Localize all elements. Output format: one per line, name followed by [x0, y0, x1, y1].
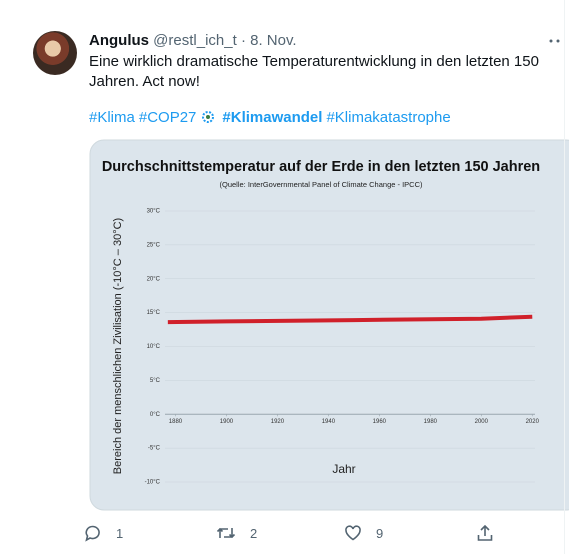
like-button[interactable]: 9 — [344, 524, 383, 542]
y-tick-label: 15°C — [147, 310, 161, 316]
y-tick-label: -5°C — [148, 446, 161, 452]
retweet-button[interactable]: 2 — [216, 524, 257, 542]
x-tick-label: 1980 — [424, 419, 438, 425]
tweet-header: Angulus @restl_ich_t · 8. Nov. — [89, 32, 297, 49]
x-axis-label: Jahr — [332, 462, 355, 476]
hashtag[interactable]: #COP27 — [138, 109, 197, 126]
share-button[interactable] — [476, 524, 494, 542]
x-tick-label: 2020 — [526, 419, 540, 425]
hashtag[interactable]: #Klimakatastrophe — [326, 109, 451, 126]
chart-subtitle: (Quelle: InterGovernmental Panel of Clim… — [219, 180, 423, 189]
author[interactable]: Angulus — [89, 32, 149, 49]
hashtags: #Klima #COP27 #Klimawandel #Klimakatastroph… — [89, 109, 455, 126]
y-tick-label: 25°C — [147, 242, 161, 248]
x-tick-label: 1880 — [169, 419, 183, 425]
x-tick-label: 2000 — [475, 419, 489, 425]
y-tick-label: -10°C — [145, 480, 161, 486]
chart-background — [89, 139, 569, 511]
cop27-icon — [202, 111, 215, 123]
handle[interactable]: @restl_ich_t — [153, 32, 237, 49]
chart-title: Durchschnittstemperatur auf der Erde in … — [102, 159, 540, 175]
y-tick-label: 20°C — [147, 276, 161, 282]
y-tick-label: 0°C — [150, 412, 161, 418]
data-line — [167, 314, 533, 325]
retweet-icon — [216, 527, 236, 539]
reply-icon — [85, 525, 100, 542]
border — [564, 0, 565, 554]
separator: · — [240, 32, 246, 49]
like-icon — [345, 525, 361, 541]
x-tick-label: 1960 — [373, 419, 387, 425]
y-tick-label: 30°C — [147, 209, 161, 215]
date[interactable]: 8. Nov. — [250, 32, 297, 49]
y-tick-label: 10°C — [147, 344, 161, 350]
reply-button[interactable]: 1 — [84, 524, 123, 542]
y-tick-label: 5°C — [150, 378, 161, 384]
avatar[interactable] — [33, 31, 77, 75]
retweet-count: 2 — [250, 525, 258, 541]
hashtag[interactable]: #Klimawandel — [222, 109, 323, 126]
tweet-text: Eine wirklich dramatische Temperaturentw… — [89, 53, 539, 90]
hashtag[interactable]: #Klima — [89, 109, 135, 126]
like-count: 9 — [376, 525, 384, 541]
reply-count: 1 — [116, 525, 124, 541]
x-tick-label: 1900 — [220, 419, 234, 425]
more-button[interactable] — [548, 38, 562, 44]
x-tick-label: 1940 — [322, 419, 336, 425]
y-axis-label: Bereich der menschlichen Zivilisation (-… — [112, 218, 124, 474]
x-tick-label: 1920 — [271, 419, 285, 425]
